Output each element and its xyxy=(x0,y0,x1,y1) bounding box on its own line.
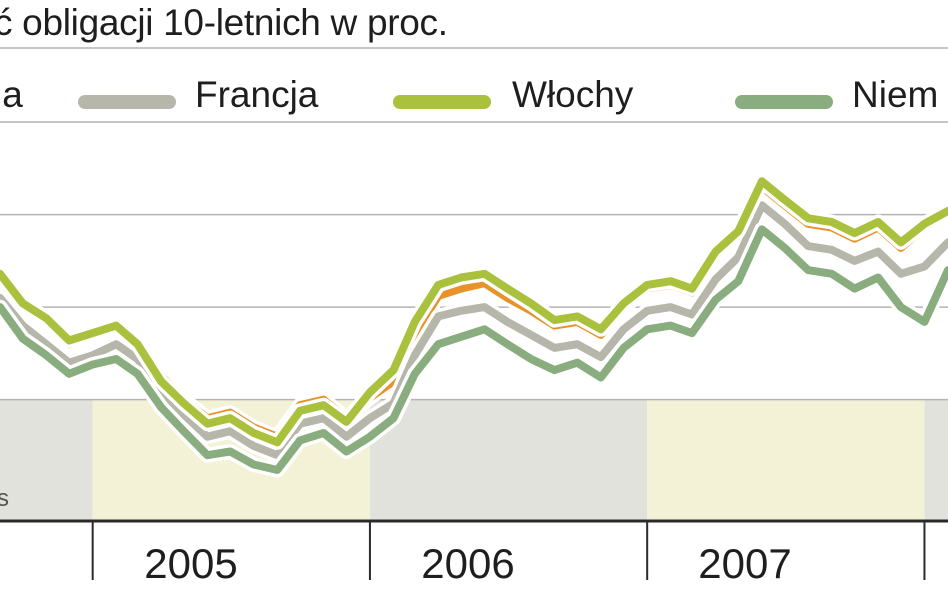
year-band-0 xyxy=(0,399,93,520)
x-axis xyxy=(0,519,948,580)
legend-label-niemcy: Niem xyxy=(852,74,939,115)
legend-label-wlochy: Włochy xyxy=(512,74,634,115)
year-band-2 xyxy=(369,399,648,520)
legend-swatch-niemcy xyxy=(735,95,833,109)
year-bands xyxy=(0,399,948,520)
x-tick-label-2005: 2005 xyxy=(144,540,238,587)
legend-label-1: ja xyxy=(0,74,23,115)
legend-label-francja: Francja xyxy=(195,74,319,115)
chart-title: ć obligacji 10-letnich w proc. xyxy=(0,2,448,43)
legend-swatch-wlochy xyxy=(393,95,491,109)
series-line-2 xyxy=(0,177,948,447)
x-tick-label-2007: 2007 xyxy=(698,540,792,587)
legend-swatch-francja xyxy=(78,95,176,109)
x-tick-label-2006: 2006 xyxy=(421,540,515,587)
series-line-3 xyxy=(0,225,948,474)
y-axis-label-fragment: s xyxy=(0,485,9,512)
year-band-4 xyxy=(924,399,948,520)
series-lines xyxy=(0,173,948,478)
year-band-3 xyxy=(647,399,925,520)
